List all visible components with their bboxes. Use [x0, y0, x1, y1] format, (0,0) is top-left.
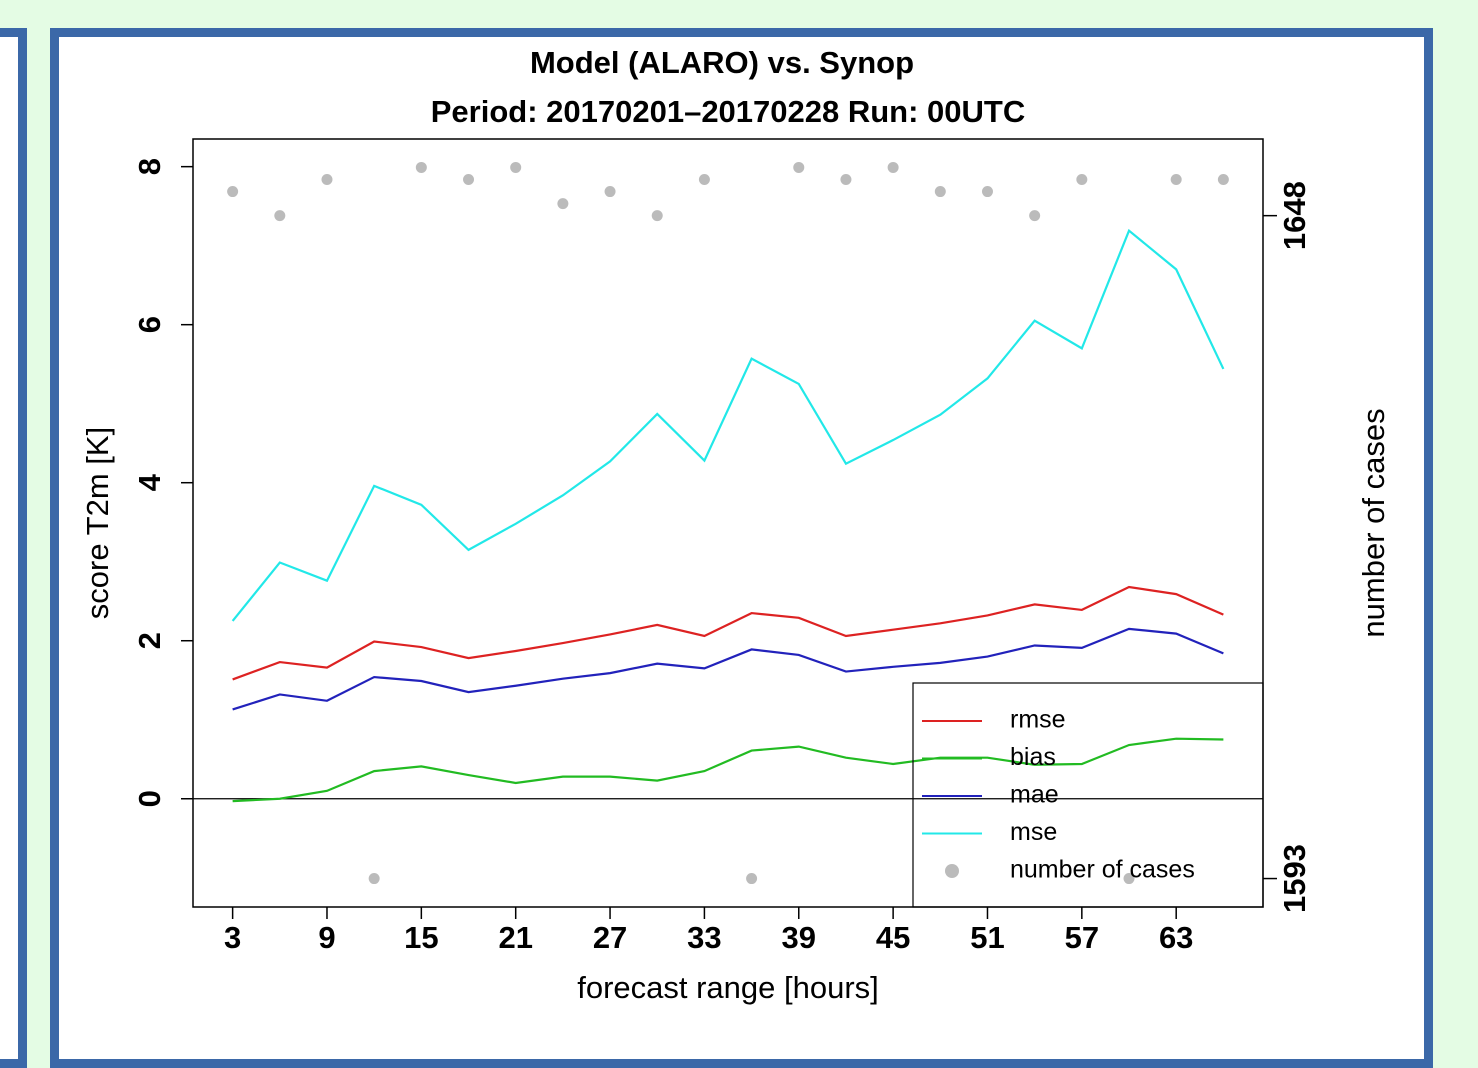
y-tick-label: 0	[132, 790, 167, 807]
case-point	[510, 161, 522, 173]
case-point	[227, 186, 239, 198]
page: {"chart_data": {"type": "line", "title":…	[0, 28, 1433, 1068]
y2-tick-label: 1593	[1277, 844, 1312, 913]
case-point	[698, 173, 710, 185]
legend-label: number of cases	[1010, 856, 1195, 884]
legend-label: mae	[1010, 781, 1059, 809]
case-point	[1029, 210, 1041, 222]
chart-title: Model (ALARO) vs. Synop	[530, 45, 914, 80]
x-tick-label: 57	[1065, 920, 1099, 955]
y-axis-label: score T2m [K]	[80, 427, 115, 619]
case-point	[887, 161, 899, 173]
chart-panel	[50, 28, 1433, 1068]
case-point	[746, 873, 758, 885]
case-point	[651, 210, 663, 222]
series-line	[232, 585, 1224, 681]
case-point	[604, 186, 616, 198]
y-tick-label: 6	[132, 316, 167, 333]
y-tick-label: 2	[132, 632, 167, 649]
x-tick-label: 27	[593, 920, 627, 955]
x-tick-label: 3	[224, 920, 241, 955]
x-tick-label: 45	[876, 920, 910, 955]
case-point	[368, 873, 380, 885]
case-point	[1076, 173, 1088, 185]
series-line	[232, 737, 1224, 803]
case-point	[463, 173, 475, 185]
legend-label: bias	[1010, 743, 1056, 771]
case-point	[557, 198, 569, 210]
x-tick-label: 51	[970, 920, 1004, 955]
x-tick-label: 9	[318, 920, 335, 955]
case-point	[1170, 173, 1182, 185]
case-point	[274, 210, 286, 222]
y2-tick-label: 1648	[1277, 181, 1312, 250]
case-point	[840, 173, 852, 185]
case-point	[321, 173, 333, 185]
y-tick-label: 8	[132, 158, 167, 175]
x-axis-label: forecast range [hours]	[577, 970, 879, 1005]
case-point	[793, 161, 805, 173]
plot-frame	[192, 138, 1264, 908]
case-point	[1217, 173, 1229, 185]
y-tick-label: 4	[132, 473, 167, 491]
legend-label: mse	[1010, 818, 1057, 846]
case-point	[934, 186, 946, 198]
case-point	[415, 161, 427, 173]
case-point	[1123, 873, 1135, 885]
legend-box	[912, 682, 1264, 908]
chart: Model (ALARO) vs. Synop Period: 20170201…	[80, 45, 1391, 1005]
series-line	[231, 228, 1225, 622]
chart-subtitle: Period: 20170201–20170228 Run: 00UTC	[431, 94, 1026, 129]
x-tick-label: 21	[498, 920, 532, 955]
x-tick-label: 63	[1159, 920, 1193, 955]
legend-label: rmse	[1010, 706, 1066, 734]
case-point	[981, 186, 993, 198]
series-line	[232, 627, 1224, 711]
y2-axis-label: number of cases	[1356, 408, 1391, 637]
x-tick-label: 33	[687, 920, 721, 955]
side-panel	[0, 28, 27, 1068]
x-tick-label: 15	[404, 920, 438, 955]
x-tick-label: 39	[782, 920, 816, 955]
legend-marker	[945, 864, 959, 878]
